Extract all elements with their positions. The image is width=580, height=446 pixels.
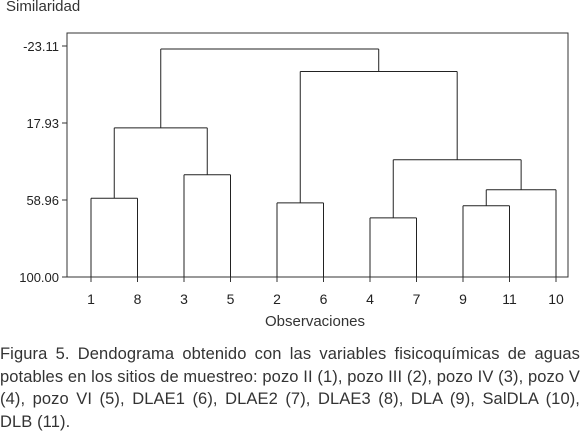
dendrogram-branches (90, 48, 557, 277)
dendrogram-chart: -23.11 17.93 58.96 100.00 1 8 3 5 2 6 4 7 9 11 10 (19, 32, 569, 307)
leaf-label: 4 (366, 291, 374, 307)
y-tick-label: 100.00 (19, 270, 59, 285)
leaf-label: 7 (413, 291, 421, 307)
leaf-label: 2 (273, 291, 281, 307)
figure-caption: Figura 5. Dendograma obtenido con las va… (0, 345, 580, 431)
y-ticks: -23.11 17.93 58.96 100.00 (19, 39, 67, 285)
y-tick-label: -23.11 (23, 39, 59, 54)
plot-frame (66, 32, 569, 278)
x-axis-title: Observaciones (264, 313, 366, 330)
y-tick-label: 17.93 (26, 116, 59, 131)
leaf-label: 11 (502, 291, 517, 307)
leaf-label: 10 (548, 291, 564, 307)
leaf-label: 5 (227, 291, 235, 307)
y-tick-label: 58.96 (26, 193, 59, 208)
leaf-label: 1 (87, 291, 95, 307)
leaf-label: 9 (459, 291, 467, 307)
leaf-label: 6 (320, 291, 328, 307)
axes (66, 32, 569, 278)
x-tick-labels: 1 8 3 5 2 6 4 7 9 11 10 (87, 277, 564, 307)
leaf-label: 8 (134, 291, 142, 307)
y-axis-title: Similaridad (6, 0, 81, 15)
leaf-label: 3 (180, 291, 188, 307)
